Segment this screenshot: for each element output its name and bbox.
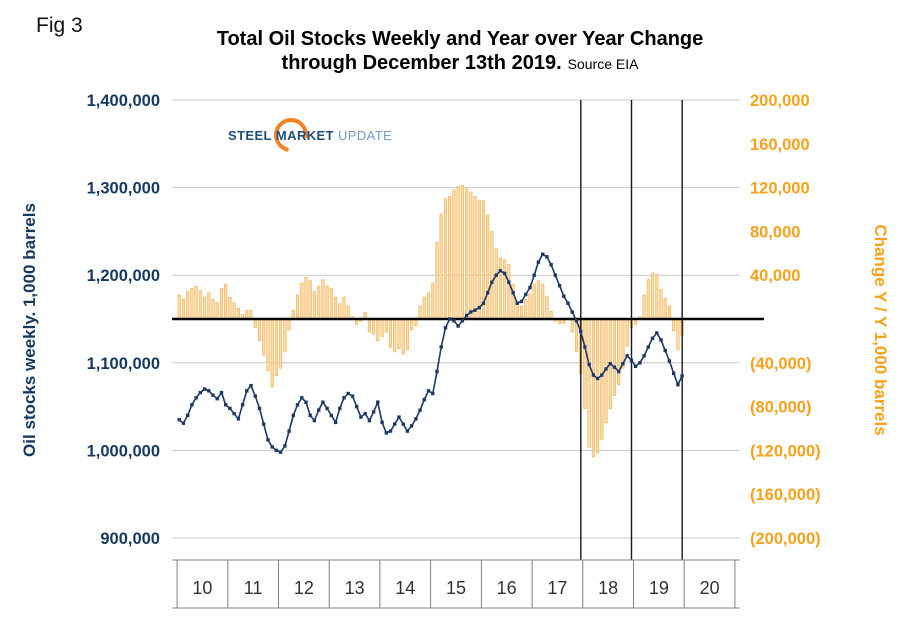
logo-word-update: UPDATE bbox=[337, 128, 393, 143]
svg-text:16: 16 bbox=[497, 578, 517, 598]
chart-subtitle: through December 13th 2019. bbox=[281, 52, 562, 74]
svg-text:40,000: 40,000 bbox=[750, 267, 800, 285]
figure-label: Fig 3 bbox=[36, 14, 83, 37]
chart-title-block: Total Oil Stocks Weekly and Year over Ye… bbox=[140, 26, 780, 75]
logo-word-market: MARKET bbox=[275, 128, 334, 143]
svg-text:1,200,000: 1,200,000 bbox=[87, 267, 160, 285]
svg-text:15: 15 bbox=[446, 578, 466, 598]
svg-text:14: 14 bbox=[395, 578, 415, 598]
svg-text:(120,000): (120,000) bbox=[750, 442, 821, 460]
svg-text:(200,000): (200,000) bbox=[750, 530, 821, 548]
svg-text:13: 13 bbox=[345, 578, 365, 598]
svg-text:(160,000): (160,000) bbox=[750, 486, 821, 504]
svg-text:(80,000): (80,000) bbox=[750, 399, 811, 417]
svg-text:160,000: 160,000 bbox=[750, 136, 810, 154]
svg-text:17: 17 bbox=[547, 578, 567, 598]
svg-text:1,000,000: 1,000,000 bbox=[87, 442, 160, 460]
svg-text:200,000: 200,000 bbox=[750, 92, 810, 110]
svg-text:12: 12 bbox=[294, 578, 314, 598]
svg-text:120,000: 120,000 bbox=[750, 180, 810, 198]
yoy-change-bars bbox=[177, 185, 684, 458]
svg-text:900,000: 900,000 bbox=[100, 530, 160, 548]
svg-text:18: 18 bbox=[598, 578, 618, 598]
svg-text:1,400,000: 1,400,000 bbox=[87, 92, 160, 110]
x-axis-labels: 10 11 12 13 14 15 16 17 18 19 20 bbox=[192, 578, 719, 598]
svg-text:19: 19 bbox=[649, 578, 669, 598]
svg-text:10: 10 bbox=[192, 578, 212, 598]
svg-text:1,300,000: 1,300,000 bbox=[87, 180, 160, 198]
event-marker-lines bbox=[580, 100, 683, 560]
svg-text:80,000: 80,000 bbox=[750, 223, 800, 241]
chart-source-label: Source EIA bbox=[567, 56, 639, 72]
left-tick-labels: 1,400,000 1,300,000 1,200,000 1,100,000 1,00… bbox=[87, 92, 160, 548]
svg-text:20: 20 bbox=[700, 578, 720, 598]
steel-market-update-logo: STEEL MARKET UPDATE bbox=[228, 111, 393, 159]
svg-text:(40,000): (40,000) bbox=[750, 355, 811, 373]
chart-subtitle-row: through December 13th 2019. Source EIA bbox=[140, 52, 780, 75]
svg-text:11: 11 bbox=[244, 578, 263, 598]
right-tick-labels: 200,000 160,000 120,000 80,000 40,000 (40,000… bbox=[750, 92, 821, 548]
svg-text:1,100,000: 1,100,000 bbox=[87, 355, 160, 373]
x-axis-band bbox=[172, 559, 740, 609]
logo-word-steel: STEEL bbox=[228, 128, 272, 143]
oil-stocks-line bbox=[177, 252, 684, 454]
chart-title: Total Oil Stocks Weekly and Year over Ye… bbox=[216, 28, 704, 50]
